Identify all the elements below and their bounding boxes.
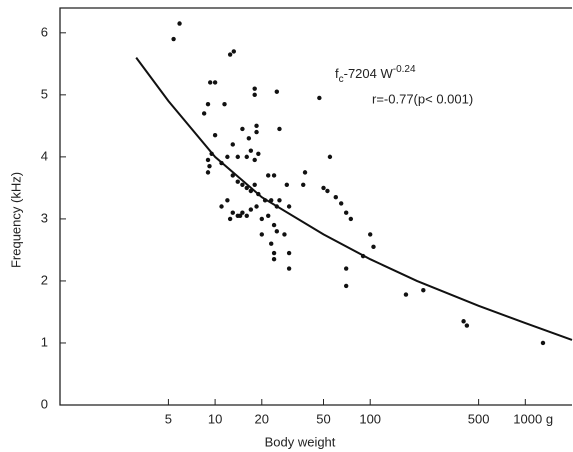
y-tick-label: 1 [41,334,48,349]
data-point [274,89,280,94]
data-point [266,213,271,219]
data-point [256,151,261,156]
data-point [266,173,271,178]
data-point [259,216,264,222]
data-point [321,185,326,191]
y-tick-label: 2 [41,272,48,287]
x-tick-label: 100 [359,411,381,426]
data-point [230,210,235,215]
axis-frame [59,7,572,406]
y-tick-label: 3 [41,210,48,225]
data-point [222,101,227,107]
data-point [371,244,376,250]
x-tick-label: 50 [316,411,330,426]
data-point [284,182,290,187]
fit-curve [135,57,573,341]
y-tick-label: 0 [41,396,48,411]
x-tick-label: 10 [208,411,222,426]
annotation: fc-7204 W-0.24 [335,64,416,85]
data-point [333,194,338,200]
data-point [540,340,546,346]
data-point [277,126,282,132]
x-tick-label: 5 [165,411,172,426]
data-point [205,157,211,163]
data-point [227,52,233,57]
data-point [461,319,466,324]
x-axis-label: Body weight [265,434,336,449]
data-point [271,257,277,262]
data-point [277,198,282,203]
data-point [254,123,259,129]
data-point [286,266,292,271]
data-point [248,148,254,153]
data-point [286,250,292,256]
data-point [343,210,349,215]
data-point [244,213,249,219]
data-point [177,21,182,26]
data-point [252,157,257,163]
data-point [205,101,211,107]
data-point [368,232,373,237]
data-point [302,170,308,175]
data-point [259,232,264,237]
annotation: r=-0.77(p< 0.001) [372,91,473,106]
data-point [252,182,257,187]
data-point [240,210,245,215]
data-point [244,154,249,160]
data-point [343,266,349,271]
data-point [219,204,224,209]
data-point [240,182,245,187]
data-point [464,323,470,328]
data-point [237,213,243,219]
data-point [421,288,426,293]
data-point [225,154,230,160]
data-point [252,86,257,91]
x-tick-label: 1000 g [513,411,553,426]
y-tick-label: 5 [41,86,48,101]
data-point [254,129,259,135]
data-point [271,173,277,178]
data-point [286,204,292,209]
data-point [338,201,344,206]
x-tick-label: 20 [255,411,269,426]
y-axis-label: Frequency (kHz) [8,172,23,268]
data-point [201,111,207,116]
data-point [227,216,233,222]
data-point [348,216,354,222]
data-point [269,241,274,246]
data-point [327,154,333,160]
data-point [271,222,277,228]
y-tick-label: 6 [41,24,48,39]
data-point [230,142,235,147]
data-point [246,136,252,141]
data-point [208,80,213,85]
data-point [240,126,245,132]
data-point [205,170,211,175]
data-point [274,229,280,234]
data-point [325,188,330,194]
data-point [282,232,287,237]
data-point [225,198,230,203]
data-point [171,36,176,42]
data-point [212,80,218,85]
y-tick-label: 4 [41,148,48,163]
data-point [252,92,257,98]
data-point [403,292,409,297]
data-point [212,132,218,138]
data-point [248,207,254,212]
data-point [271,250,277,256]
data-point [317,95,322,101]
data-point [231,49,237,54]
data-point [235,154,240,160]
data-point [254,204,259,209]
x-tick-label: 500 [468,411,490,426]
data-point [235,179,240,184]
data-point [343,283,349,289]
data-point [207,163,212,169]
data-point [301,182,306,187]
data-point [244,185,249,191]
